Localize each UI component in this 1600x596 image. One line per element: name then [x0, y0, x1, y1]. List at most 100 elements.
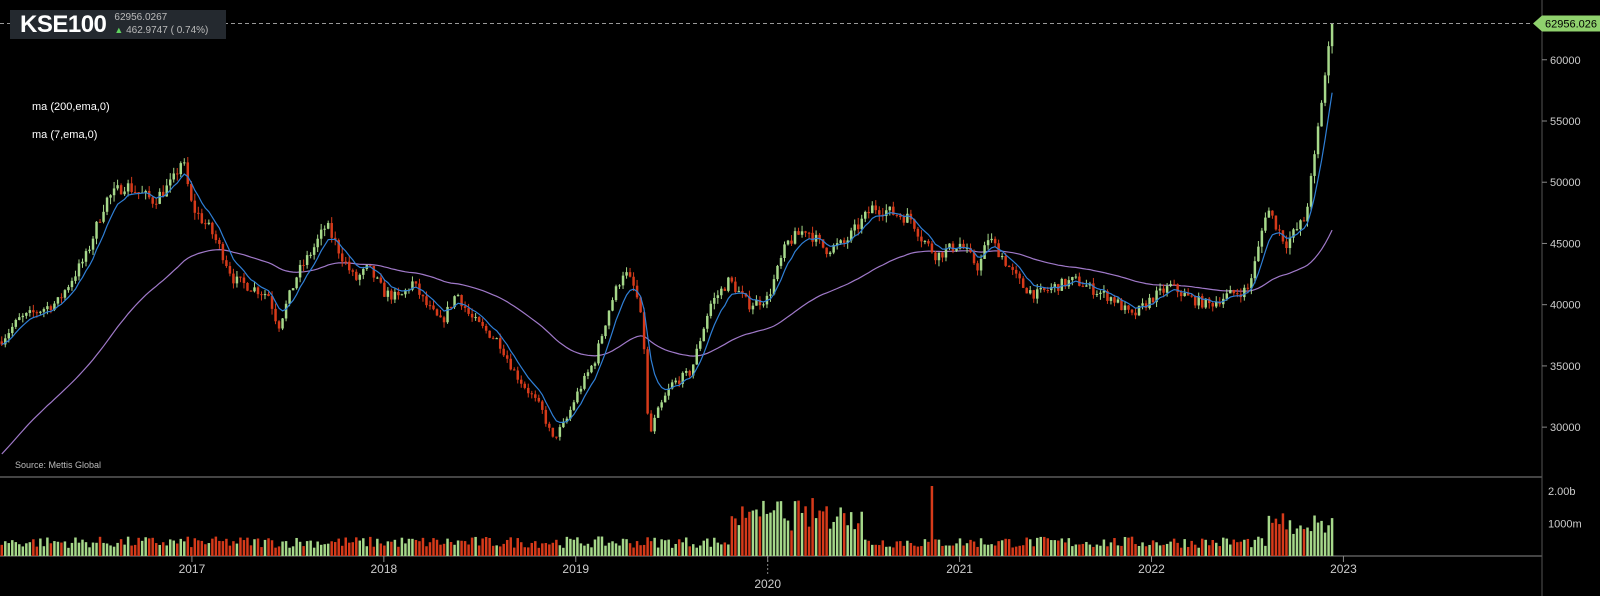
candle-body: [512, 369, 516, 371]
candle-165: [579, 385, 583, 395]
volume-bar-97: [340, 545, 344, 556]
indicator-label-ema7[interactable]: ma (7,ema,0): [32, 129, 98, 141]
candle-body: [684, 370, 688, 373]
volume-bar-23: [81, 539, 84, 556]
candle-305: [1071, 276, 1074, 286]
candle-235: [825, 247, 828, 258]
volume-bar-104: [365, 546, 369, 556]
volume-bar-126: [442, 543, 446, 556]
candle-178: [625, 267, 628, 279]
volume-bar-298: [1046, 538, 1050, 556]
volume-bar-286: [1004, 538, 1007, 556]
volume-bar-224: [786, 520, 790, 556]
candle-215: [755, 295, 758, 306]
candle-body: [1172, 284, 1176, 286]
volume-bar-372: [1306, 527, 1309, 556]
volume-bar-249: [874, 544, 878, 556]
volume-bar-101: [355, 537, 358, 556]
candle-body: [888, 206, 892, 211]
volume-bar-11: [39, 538, 42, 556]
volume-bar-199: [699, 545, 702, 556]
candle-111: [390, 288, 393, 304]
candle-155: [544, 406, 548, 427]
candle-185: [649, 410, 653, 433]
candle-body: [727, 277, 730, 291]
candle-body: [242, 277, 246, 283]
candle-body: [758, 299, 762, 306]
candle-186: [653, 414, 656, 434]
candle-body: [579, 388, 583, 392]
candle-12: [42, 307, 46, 318]
candle-149: [523, 381, 527, 390]
candle-body: [1232, 290, 1236, 294]
volume-bar-131: [460, 540, 463, 556]
candle-body: [348, 261, 351, 271]
volume-bar-34: [119, 539, 123, 556]
candle-body: [1148, 297, 1151, 308]
candle-body: [372, 266, 376, 278]
candle-20: [70, 277, 74, 291]
candle-body: [593, 363, 597, 366]
candle-body: [95, 221, 98, 239]
candle-17: [60, 293, 63, 304]
candle-301: [1057, 283, 1060, 295]
volume-bar-9: [32, 539, 35, 556]
candle-65: [228, 261, 232, 277]
candle-body: [1134, 312, 1137, 316]
volume-bar-121: [425, 546, 428, 556]
candle-375: [1316, 122, 1320, 159]
volume-bar-136: [477, 545, 481, 556]
ticker-header[interactable]: KSE100 62956.0267 ▲ 462.9747 ( 0.74%): [10, 10, 226, 39]
volume-bar-222: [779, 501, 783, 556]
candle-body: [1281, 230, 1285, 242]
candle-body: [1127, 305, 1130, 310]
candle-body: [277, 321, 281, 329]
candle-body: [958, 243, 962, 249]
volume-bar-48: [168, 539, 172, 556]
candle-290: [1018, 271, 1021, 284]
candle-49: [172, 167, 175, 183]
volume-bar-128: [449, 541, 453, 556]
candle-body: [944, 248, 948, 258]
candle-body: [207, 222, 211, 224]
candle-body: [993, 238, 997, 244]
candle-158: [555, 436, 558, 440]
volume-bar-373: [1309, 531, 1313, 556]
candle-body: [1060, 278, 1064, 291]
candle-206: [723, 286, 727, 292]
volume-bar-240: [842, 513, 846, 556]
candle-201: [706, 313, 709, 333]
volume-bar-85: [298, 541, 302, 556]
candle-body: [214, 234, 218, 241]
volume-bar-132: [463, 541, 467, 556]
candle-279: [979, 254, 983, 276]
candle-55: [193, 193, 197, 220]
candle-body: [390, 290, 393, 300]
volume-bar-150: [527, 547, 530, 556]
candle-79: [277, 320, 281, 332]
candle-body: [681, 372, 684, 384]
candle-73: [256, 286, 260, 299]
candle-body: [28, 310, 32, 313]
volume-bar-313: [1099, 545, 1102, 556]
candle-269: [944, 244, 948, 262]
candle-171: [600, 333, 604, 345]
candle-body: [112, 188, 116, 196]
candle-body: [586, 372, 590, 376]
candle-246: [863, 210, 867, 223]
candle-body: [130, 183, 133, 192]
x-tick-label: 2020: [754, 577, 781, 591]
candle-body: [779, 257, 783, 266]
candle-body: [1207, 298, 1211, 304]
candle-body: [520, 379, 523, 384]
candle-body: [467, 307, 470, 314]
volume-bar-212: [744, 517, 748, 556]
indicator-label-ema200[interactable]: ma (200,ema,0): [32, 101, 110, 113]
volume-bar-80: [281, 541, 284, 556]
candle-body: [534, 394, 537, 398]
candle-body: [256, 287, 260, 295]
volume-bar-64: [225, 538, 228, 556]
candle-body: [976, 263, 979, 271]
candle-body: [997, 243, 1000, 258]
